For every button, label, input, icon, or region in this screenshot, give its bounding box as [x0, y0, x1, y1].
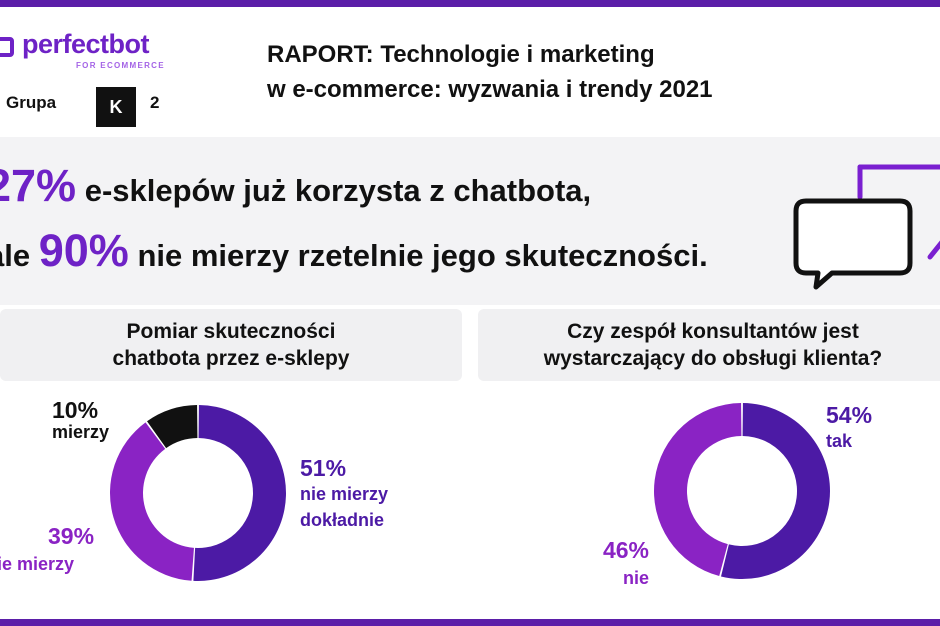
chat-bubbles-icon [793, 164, 940, 290]
headline-pct-1: 27% [0, 160, 77, 211]
chart-1-label-mierzy-text: mierzy [52, 422, 110, 443]
chart-1-title-line1: Pomiar skuteczności [126, 320, 336, 343]
chart-1-slice-mierzy [147, 405, 198, 449]
chart-2-slice-tak [721, 403, 830, 579]
headline-prefix-2: ale [0, 238, 31, 273]
chart-2-label-46-text: nie [622, 568, 649, 589]
report-title-line1: RAPORT: Technologie i marketing [267, 41, 655, 68]
chart-2-donut [654, 403, 830, 579]
brand-logo[interactable]: perfectbot FOR ECOMMERCE [0, 29, 200, 79]
top-accent-bar [0, 0, 940, 7]
chart-2-slice-nie [654, 403, 742, 577]
chart-1-label-nie-mierzy-dokladnie: 51% nie mierzy dokładnie [300, 455, 389, 531]
chart-1-slice-nie-mierzy [193, 405, 286, 581]
chart-2-label-54-text: tak [826, 431, 853, 452]
chart-2-title-line2: wystarczający do obsługi klienta? [543, 347, 883, 370]
chart-2-title: Czy zespół konsultantów jest wystarczają… [478, 309, 940, 381]
brand-name: perfectbot [22, 29, 150, 59]
headline-text-2: nie mierzy rzetelnie jego skuteczności. [137, 238, 708, 273]
headline-band: 27% e-sklepów już korzysta z chatbota, a… [0, 137, 940, 305]
chart-1-label-51-text2: dokładnie [300, 510, 385, 531]
chart-1-label-mierzy: 10% mierzy [52, 397, 110, 443]
chart-2-label-nie: 46% nie [587, 537, 649, 589]
chart-2-title-line1: Czy zespół konsultantów jest [567, 320, 859, 343]
headline-pct-2: 90% [38, 225, 129, 276]
headline-line-2: ale 90% nie mierzy rzetelnie jego skutec… [0, 225, 708, 277]
chart-1-label-51-pct: 51% [300, 455, 347, 481]
partner-number: 2 [150, 93, 160, 112]
report-title-line2: w e-commerce: wyzwania i trendy 2021 [267, 76, 713, 103]
headline-text-1: e-sklepów już korzysta z chatbota, [84, 173, 592, 208]
chart-1-label-51-text: nie mierzy [300, 484, 389, 505]
partner-label: Grupa [6, 93, 57, 112]
chart-1-label-nie-mierzy: 39% nie mierzy [0, 523, 95, 575]
header: perfectbot FOR ECOMMERCE Grupa K 2 RAPOR… [0, 7, 940, 137]
chart-2-label-tak: 54% tak [826, 402, 873, 452]
brand-logo-icon [0, 37, 14, 57]
chart-1-label-39-text: nie mierzy [0, 554, 75, 575]
chart-1-label-39-pct: 39% [48, 523, 95, 549]
chart-2-label-46-pct: 46% [602, 537, 649, 563]
chart-1-title: Pomiar skuteczności chatbota przez e-skl… [0, 309, 462, 381]
headline-line-1: 27% e-sklepów już korzysta z chatbota, [0, 160, 591, 212]
bottom-accent-bar [0, 619, 940, 626]
chart-2-label-54-pct: 54% [826, 402, 873, 428]
chart-1-label-mierzy-pct: 10% [52, 397, 99, 423]
report-title: RAPORT: Technologie i marketing w e-comm… [267, 37, 867, 107]
chart-1-title-line2: chatbota przez e-sklepy [112, 347, 350, 370]
chart-1-donut [110, 405, 286, 581]
chart-1-slice-nie-mierzy [110, 422, 194, 581]
partner-logo-box: K [96, 87, 136, 127]
brand-subtitle: FOR ECOMMERCE [76, 61, 165, 70]
